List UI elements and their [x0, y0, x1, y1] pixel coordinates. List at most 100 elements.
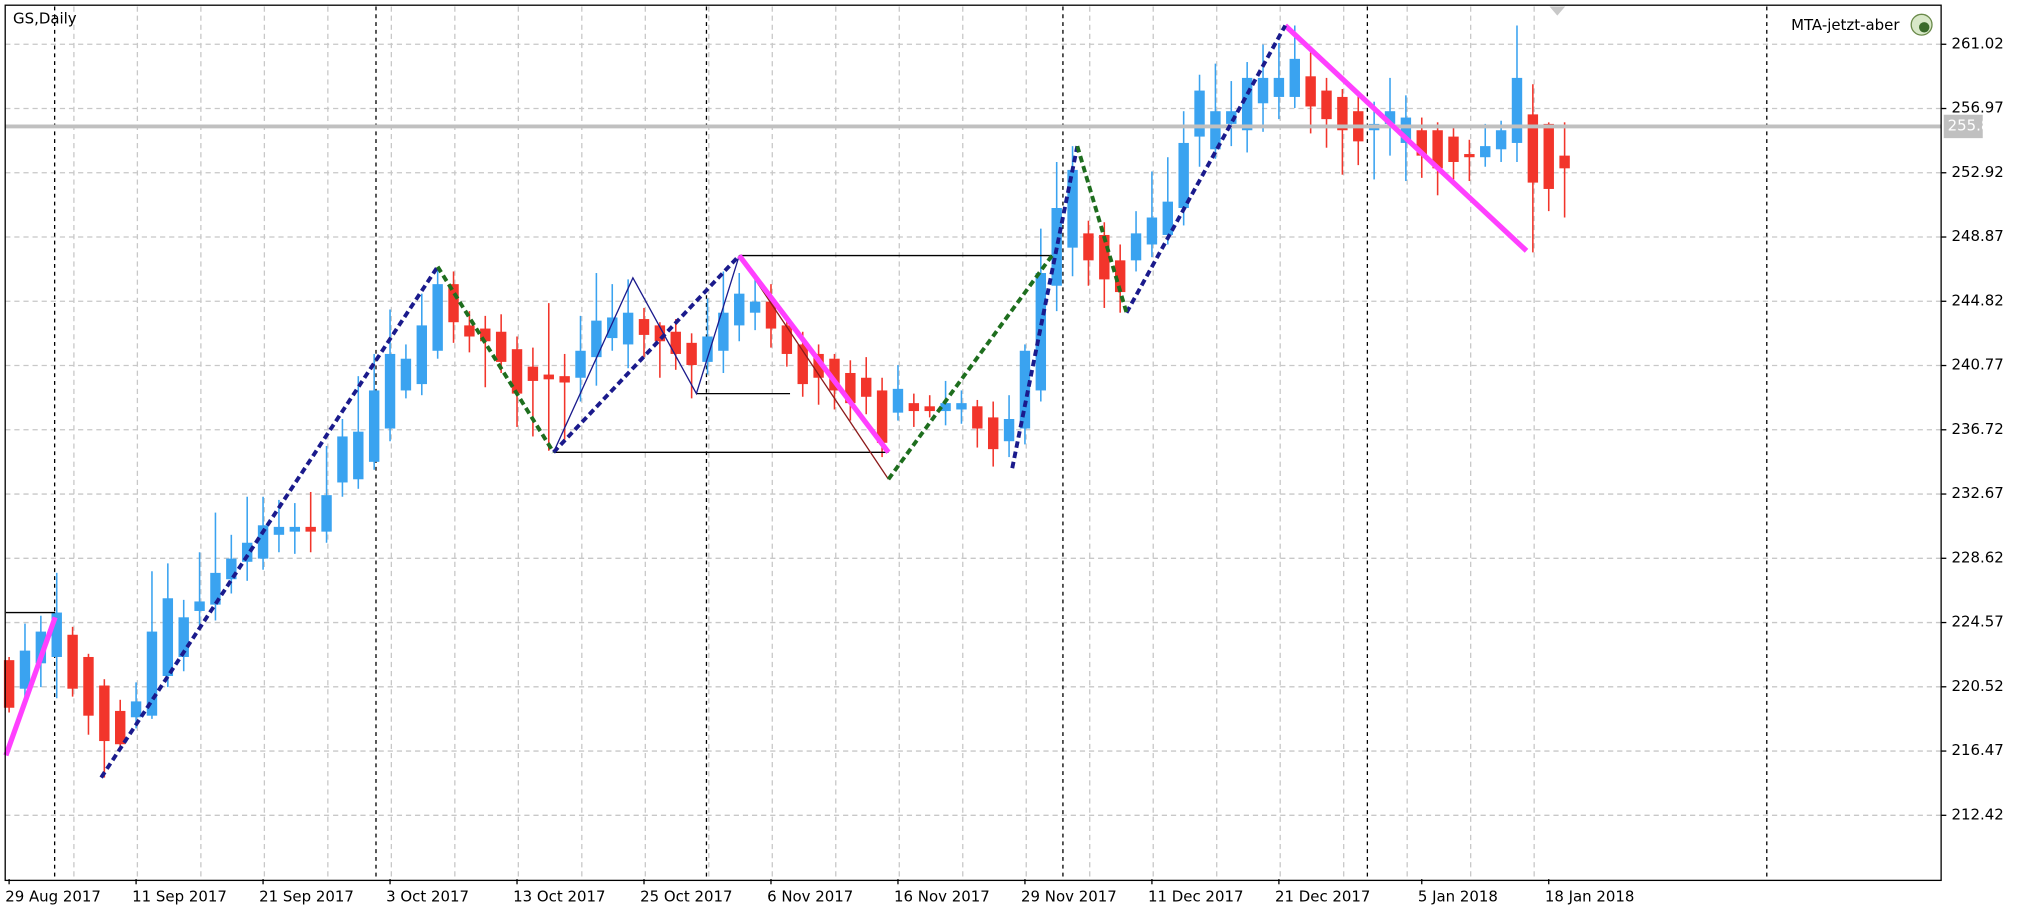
candle-body [19, 650, 31, 689]
x-tick-label: 29 Aug 2017 [5, 887, 101, 905]
candle-body [495, 331, 507, 362]
candle-body [368, 390, 380, 462]
plot-frame [4, 4, 1942, 882]
candle-body [35, 631, 47, 664]
overlay-line [552, 254, 741, 454]
bid-label: 255.84 [1948, 116, 2000, 134]
candle-body [3, 660, 15, 708]
y-tick-label: 236.72 [1952, 420, 2004, 438]
candle-body [305, 526, 316, 532]
y-tick-label: 228.62 [1952, 548, 2004, 566]
x-tick-label: 16 Nov 2017 [894, 887, 990, 905]
overlay-line [1010, 145, 1080, 469]
indicator-name: MTA-jetzt-aber [1791, 16, 1900, 34]
candle-body [1305, 76, 1316, 107]
candle-body [1527, 114, 1539, 183]
candle-body [1146, 217, 1158, 245]
candle-body [51, 612, 62, 657]
candle-body [1083, 233, 1094, 261]
candle-body [1464, 154, 1475, 158]
x-tick-label: 5 Jan 2018 [1418, 887, 1498, 905]
grid [5, 6, 1942, 880]
candle-body [765, 301, 777, 329]
candle-body [178, 617, 189, 657]
candle-body [226, 558, 237, 580]
candle-body [543, 374, 554, 380]
period-separators [53, 6, 1768, 880]
chart-title: GS,Daily [13, 10, 77, 28]
x-tick-label: 13 Oct 2017 [513, 887, 605, 905]
candle-body [718, 312, 729, 351]
y-tick-label: 224.57 [1952, 613, 2004, 631]
candle-body [1162, 201, 1173, 235]
y-tick-label: 256.97 [1952, 99, 2004, 117]
candle-body [654, 325, 666, 342]
x-tick-label: 25 Oct 2017 [640, 887, 732, 905]
overlay-line [886, 254, 1054, 481]
candle-body [1384, 111, 1396, 124]
x-tick-label: 29 Nov 2017 [1021, 887, 1117, 905]
candle-body [337, 436, 348, 483]
y-tick-label: 220.52 [1952, 677, 2004, 695]
candle-body [829, 358, 840, 391]
candle-body [1559, 155, 1570, 169]
candle-body [1448, 136, 1459, 162]
candle-body [686, 342, 697, 366]
candle-body [464, 325, 475, 337]
x-tick-label: 11 Sep 2017 [132, 887, 227, 905]
plot [3, 23, 1942, 779]
candle-body [1416, 130, 1427, 156]
candle-body [559, 376, 570, 383]
candle-body [273, 526, 285, 535]
overlay-line [436, 265, 556, 454]
y-tick-label: 252.92 [1952, 163, 2004, 181]
candle-body [67, 634, 78, 689]
indicator-icon-dot [1919, 22, 1930, 33]
x-tick-label: 18 Jan 2018 [1545, 887, 1635, 905]
candle-body [940, 403, 951, 412]
candle-body [1051, 207, 1062, 286]
candle-body [1019, 350, 1031, 429]
x-tick-label: 11 Dec 2017 [1148, 887, 1243, 905]
candle-body [575, 350, 586, 378]
candle-body [210, 572, 221, 605]
overlay-line [1283, 23, 1529, 253]
candle-body [162, 598, 174, 677]
overlay-line [99, 265, 440, 779]
candle-body [511, 349, 523, 394]
candle-body [1337, 96, 1348, 131]
candle-body [527, 366, 539, 381]
candle-body [1432, 130, 1443, 169]
x-tick-label: 3 Oct 2017 [386, 887, 469, 905]
candle-body [670, 331, 681, 354]
candle-body [924, 406, 935, 412]
candle-body [1130, 233, 1142, 261]
candle-body [130, 701, 142, 718]
y-tick-label: 216.47 [1952, 741, 2004, 759]
candle-body [1273, 77, 1285, 97]
candle-body [1114, 260, 1126, 293]
candle-body [353, 431, 364, 480]
candle-body [861, 377, 872, 397]
candle-body [607, 317, 618, 339]
candle-body [591, 320, 602, 358]
candle-body [1194, 90, 1205, 137]
candle-body [1226, 111, 1237, 124]
candle-body [1400, 117, 1412, 143]
candle-body [622, 312, 634, 345]
candle-body [638, 319, 650, 335]
candle-body [813, 353, 824, 378]
candle-body [1178, 142, 1189, 208]
y-tick-label: 232.67 [1952, 484, 2004, 502]
bid-label-box [1943, 114, 1983, 139]
y-tick-label: 212.42 [1952, 805, 2004, 823]
candle-body [99, 685, 110, 742]
candle-body [289, 526, 301, 532]
candle-body [1003, 418, 1015, 442]
candle-body [432, 284, 443, 351]
overlay-line [738, 255, 889, 480]
y-tick-label: 240.77 [1952, 356, 2004, 374]
